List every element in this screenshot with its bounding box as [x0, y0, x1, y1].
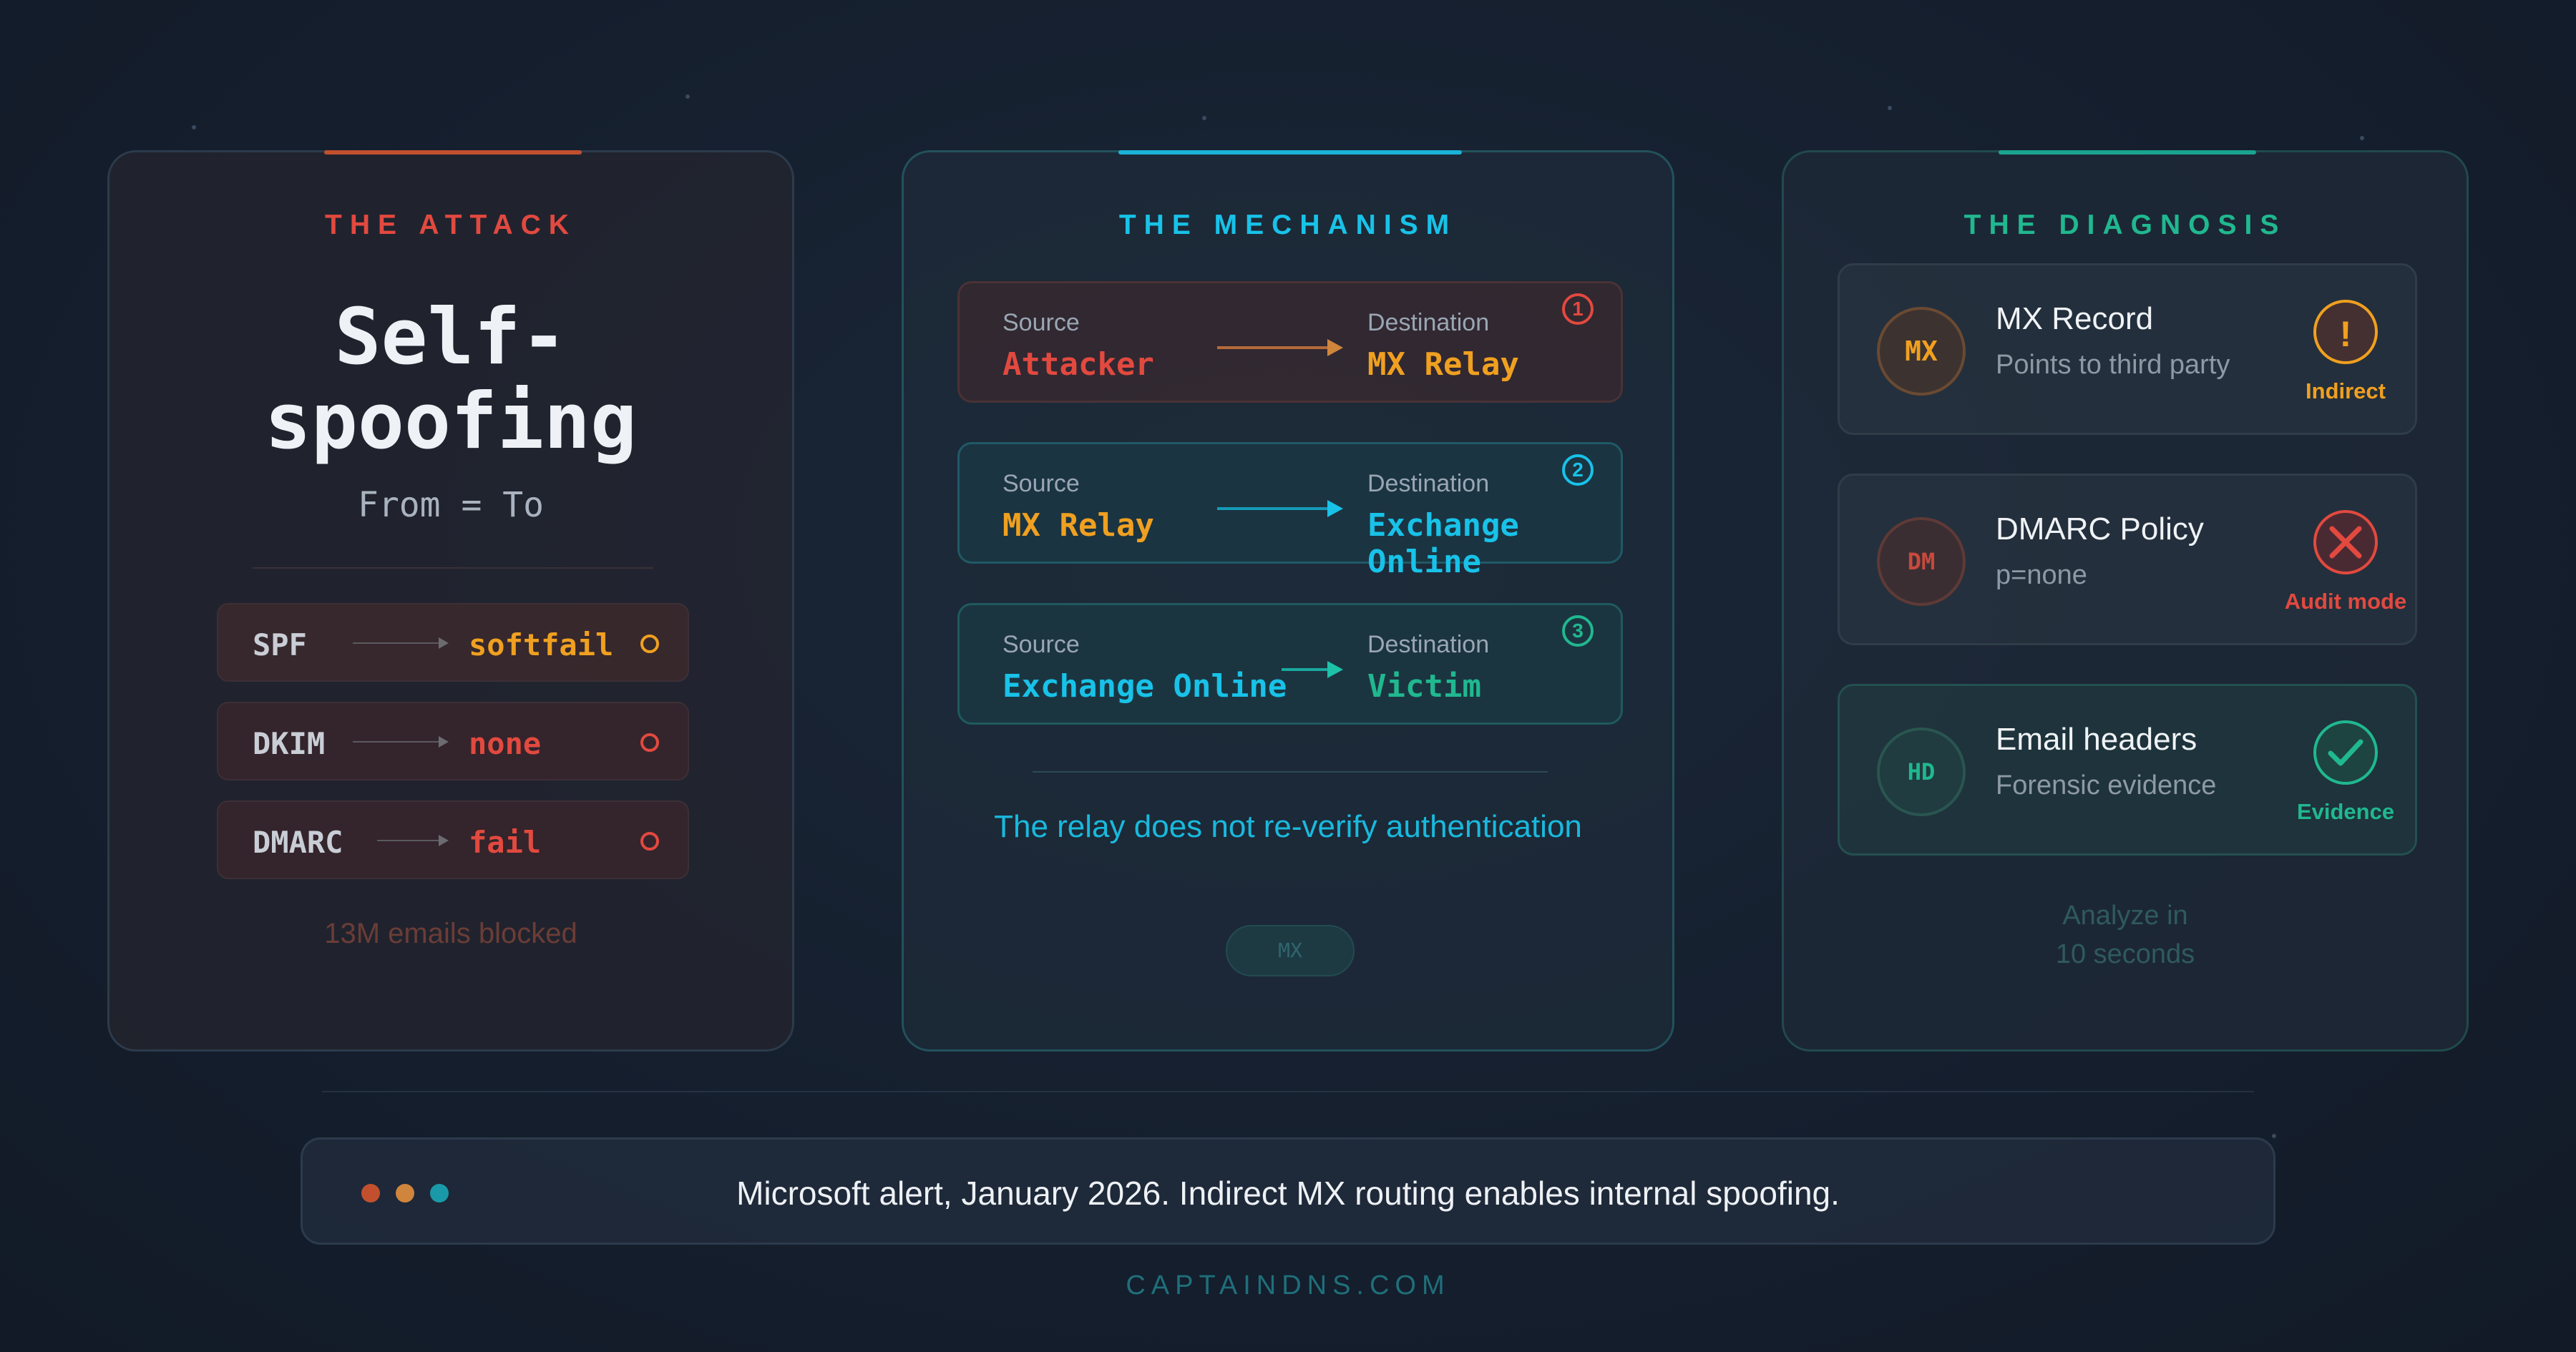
check-icon: [2313, 720, 2378, 785]
card-icon-label: Audit mode: [2284, 589, 2407, 614]
dm-badge: DM: [1877, 517, 1966, 606]
check-row-dmarc: DMARC fail: [217, 800, 689, 879]
background-dot: [2360, 136, 2364, 140]
check-result: none: [469, 726, 542, 761]
source-value: MX Relay: [1002, 507, 1154, 544]
status-dot-icon: [640, 635, 659, 653]
destination-value: Victim: [1367, 668, 1481, 705]
diagnosis-panel-title: THE DIAGNOSIS: [1963, 210, 2287, 240]
hd-badge: HD: [1877, 728, 1966, 816]
source-label: Source: [1002, 470, 1080, 497]
diagnosis-accent-bar: [1999, 150, 2256, 155]
warning-icon: !: [2313, 300, 2378, 364]
source-value: Attacker: [1002, 346, 1154, 383]
card-icon-label: Indirect: [2306, 378, 2386, 403]
mx-pill: MX: [1226, 925, 1355, 976]
flow-step-3: Source Exchange Online Destination Victi…: [957, 603, 1623, 725]
destination-value: Exchange Online: [1367, 507, 1519, 580]
card-title: DMARC Policy: [1996, 511, 2204, 547]
check-result: fail: [469, 825, 542, 860]
check-row-spf: SPF softfail: [217, 603, 689, 682]
diag-card-mx: MX MX Record Points to third party ! Ind…: [1838, 263, 2417, 435]
attack-headline: Self- spoofing: [109, 295, 792, 464]
background-dot: [1202, 116, 1206, 120]
step-number-badge: 2: [1562, 454, 1594, 486]
source-label: Source: [1002, 309, 1080, 336]
diag-card-headers: HD Email headers Forensic evidence Evide…: [1838, 684, 2417, 856]
check-label: DMARC: [253, 825, 343, 860]
check-result: softfail: [469, 627, 614, 662]
flow-step-1: Source Attacker Destination MX Relay 1: [957, 281, 1623, 403]
mx-badge: MX: [1877, 307, 1966, 396]
close-icon-glyph: [2329, 526, 2362, 559]
close-icon: [2313, 510, 2378, 574]
status-dot-icon: [640, 733, 659, 752]
mechanism-panel-title: THE MECHANISM: [1118, 210, 1458, 240]
arrow-icon: [377, 835, 449, 846]
attack-accent-bar: [324, 150, 582, 155]
diagnosis-footnote-line1: Analyze in: [2062, 901, 2188, 931]
status-dot-icon: [640, 832, 659, 851]
check-label: DKIM: [253, 726, 326, 761]
attack-panel: THE ATTACK Self- spoofing From = To SPF …: [107, 150, 794, 1052]
arrow-icon: [1282, 661, 1343, 678]
source-label: Source: [1002, 631, 1080, 658]
card-title: MX Record: [1996, 301, 2154, 336]
diagnosis-footnote: Analyze in 10 seconds: [1784, 896, 2467, 974]
alert-text: Microsoft alert, January 2026. Indirect …: [736, 1175, 1840, 1212]
arrow-icon: [1217, 500, 1343, 517]
indicator-dot-icon: [396, 1184, 414, 1202]
indicator-dot-icon: [361, 1184, 380, 1202]
attack-headline-text: Self- spoofing: [264, 293, 638, 466]
card-title: Email headers: [1996, 722, 2197, 757]
check-row-dkim: DKIM none: [217, 702, 689, 780]
background-dot: [1888, 106, 1892, 110]
flow-step-2: Source MX Relay Destination Exchange Onl…: [957, 442, 1623, 580]
arrow-icon: [353, 637, 449, 649]
source-value: Exchange Online: [1002, 668, 1287, 705]
mechanism-panel: THE MECHANISM Source Attacker Destinatio…: [902, 150, 1674, 1052]
divider: [1033, 771, 1548, 773]
diagnosis-panel: THE DIAGNOSIS MX MX Record Points to thi…: [1782, 150, 2469, 1052]
step-number-badge: 1: [1562, 293, 1594, 325]
attack-subtitle: From = To: [357, 485, 545, 525]
card-subtitle: Points to third party: [1996, 350, 2230, 380]
card-subtitle: Forensic evidence: [1996, 770, 2217, 800]
background-dot: [2272, 1134, 2276, 1138]
step-number-badge: 3: [1562, 615, 1594, 647]
alert-bar: Microsoft alert, January 2026. Indirect …: [301, 1137, 2275, 1245]
diag-card-dmarc: DM DMARC Policy p=none Audit mode: [1838, 474, 2417, 645]
diagnosis-footnote-line2: 10 seconds: [2055, 939, 2195, 969]
indicator-dot-icon: [430, 1184, 449, 1202]
attack-panel-title: THE ATTACK: [325, 210, 577, 240]
divider: [253, 567, 653, 569]
card-subtitle: p=none: [1996, 560, 2087, 590]
destination-value: MX Relay: [1367, 346, 1519, 383]
divider: [322, 1091, 2254, 1092]
mechanism-accent-bar: [1118, 150, 1462, 155]
destination-label: Destination: [1367, 470, 1490, 497]
destination-label: Destination: [1367, 631, 1490, 658]
footer-brand: CAPTAINDNS.COM: [1126, 1270, 1450, 1300]
check-label: SPF: [253, 627, 307, 662]
background-dot: [192, 125, 196, 129]
arrow-icon: [1217, 339, 1343, 356]
arrow-icon: [353, 736, 449, 748]
check-icon-glyph: [2328, 739, 2363, 766]
background-dot: [686, 94, 690, 99]
mechanism-note: The relay does not re-verify authenticat…: [994, 809, 1582, 844]
attack-footnote: 13M emails blocked: [324, 918, 577, 949]
destination-label: Destination: [1367, 309, 1490, 336]
card-icon-label: Evidence: [2296, 799, 2395, 824]
